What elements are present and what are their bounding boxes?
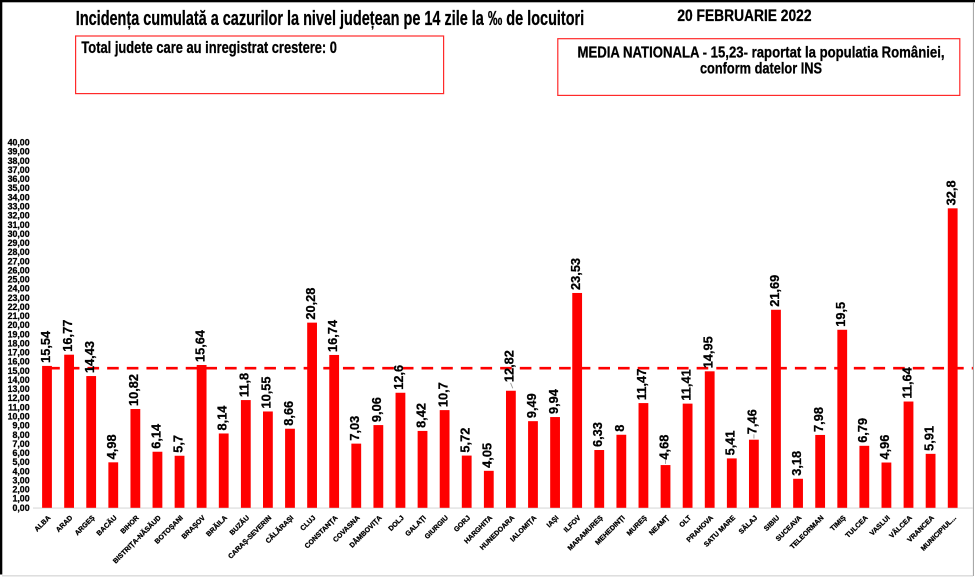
svg-text:8,66: 8,66 (281, 401, 296, 426)
svg-text:2,00: 2,00 (12, 485, 29, 495)
svg-text:4,68: 4,68 (656, 435, 671, 460)
svg-text:23,00: 23,00 (8, 293, 30, 303)
svg-text:11,00: 11,00 (8, 402, 30, 412)
svg-text:3,00: 3,00 (12, 475, 29, 485)
svg-text:Total judete care au inregistr: Total judete care au inregistrat crester… (81, 38, 337, 57)
svg-text:10,82: 10,82 (126, 374, 141, 406)
svg-text:8,42: 8,42 (413, 403, 428, 428)
svg-text:17,00: 17,00 (8, 348, 30, 358)
svg-text:29,00: 29,00 (8, 238, 30, 248)
svg-text:6,33: 6,33 (590, 422, 605, 447)
svg-text:6,00: 6,00 (12, 448, 29, 458)
svg-text:34,00: 34,00 (8, 192, 30, 202)
svg-text:4,05: 4,05 (480, 443, 495, 468)
svg-text:22,00: 22,00 (8, 302, 30, 312)
svg-text:5,7: 5,7 (170, 435, 185, 453)
svg-text:3,18: 3,18 (789, 451, 804, 476)
svg-text:27,00: 27,00 (8, 256, 30, 266)
svg-text:9,06: 9,06 (369, 397, 384, 422)
svg-text:16,00: 16,00 (8, 357, 30, 367)
svg-text:20,00: 20,00 (8, 320, 30, 330)
svg-text:36,00: 36,00 (8, 174, 30, 184)
svg-text:30,00: 30,00 (8, 229, 30, 239)
svg-text:Incidența cumulată a cazurilor: Incidența cumulată a cazurilor la nivel … (76, 8, 584, 30)
svg-text:33,00: 33,00 (8, 202, 30, 212)
svg-text:9,49: 9,49 (524, 393, 539, 418)
svg-text:35,00: 35,00 (8, 183, 30, 193)
svg-text:20,28: 20,28 (303, 288, 318, 320)
svg-text:19,00: 19,00 (8, 329, 30, 339)
svg-text:7,00: 7,00 (12, 439, 29, 449)
svg-text:1,00: 1,00 (12, 494, 29, 504)
svg-text:15,00: 15,00 (8, 366, 30, 376)
svg-text:31,00: 31,00 (8, 220, 30, 230)
svg-text:7,03: 7,03 (347, 416, 362, 441)
svg-text:16,77: 16,77 (60, 320, 75, 352)
svg-text:10,55: 10,55 (259, 376, 274, 408)
svg-text:5,00: 5,00 (12, 457, 29, 467)
svg-text:32,8: 32,8 (943, 180, 958, 205)
svg-text:6,79: 6,79 (855, 418, 870, 443)
svg-text:40,00: 40,00 (8, 138, 30, 148)
svg-text:14,95: 14,95 (701, 336, 716, 368)
svg-text:9,94: 9,94 (546, 388, 561, 414)
svg-text:4,00: 4,00 (12, 466, 29, 476)
svg-text:15,64: 15,64 (192, 329, 207, 362)
svg-text:14,43: 14,43 (82, 341, 97, 373)
svg-text:19,5: 19,5 (833, 302, 848, 327)
svg-text:5,91: 5,91 (921, 426, 936, 451)
svg-text:38,00: 38,00 (8, 156, 30, 166)
svg-text:11,41: 11,41 (678, 369, 693, 400)
svg-text:7,98: 7,98 (811, 407, 826, 432)
svg-text:28,00: 28,00 (8, 247, 30, 257)
svg-text:13,00: 13,00 (8, 384, 30, 394)
svg-text:4,96: 4,96 (877, 435, 892, 460)
svg-text:24,00: 24,00 (8, 284, 30, 294)
svg-text:11,47: 11,47 (634, 369, 649, 400)
svg-text:4,98: 4,98 (104, 434, 119, 459)
svg-text:0,00: 0,00 (12, 503, 29, 513)
svg-text:39,00: 39,00 (8, 147, 30, 157)
svg-text:8,14: 8,14 (215, 405, 230, 431)
svg-text:10,7: 10,7 (435, 382, 450, 407)
svg-text:37,00: 37,00 (8, 165, 30, 175)
svg-text:15,54: 15,54 (38, 330, 53, 363)
svg-text:12,82: 12,82 (502, 350, 517, 382)
svg-text:5,41: 5,41 (723, 430, 738, 455)
svg-text:16,74: 16,74 (325, 319, 340, 352)
svg-text:18,00: 18,00 (8, 339, 30, 349)
svg-text:conform datelor INS: conform datelor INS (700, 61, 822, 78)
svg-text:12,00: 12,00 (8, 393, 30, 403)
svg-text:MEDIA NATIONALA - 15,23- rapo: MEDIA NATIONALA - 15,23- raportat la pop… (578, 44, 945, 61)
svg-text:8: 8 (612, 425, 627, 432)
svg-text:14,00: 14,00 (8, 375, 30, 385)
svg-text:12,6: 12,6 (391, 365, 406, 390)
svg-text:10,00: 10,00 (8, 412, 30, 422)
svg-text:21,69: 21,69 (767, 275, 782, 307)
svg-text:9,00: 9,00 (12, 421, 29, 431)
svg-text:20 FEBRUARIE 2022: 20 FEBRUARIE 2022 (677, 7, 811, 25)
svg-text:11,8: 11,8 (237, 373, 252, 397)
svg-text:6,14: 6,14 (148, 423, 163, 449)
svg-text:5,72: 5,72 (458, 428, 473, 453)
svg-text:21,00: 21,00 (8, 311, 30, 321)
svg-text:7,46: 7,46 (745, 409, 760, 434)
svg-text:11,64: 11,64 (899, 366, 914, 398)
svg-text:23,53: 23,53 (568, 258, 583, 290)
svg-text:25,00: 25,00 (8, 275, 30, 285)
svg-text:8,00: 8,00 (12, 430, 29, 440)
svg-text:26,00: 26,00 (8, 265, 30, 275)
svg-text:32,00: 32,00 (8, 211, 30, 221)
